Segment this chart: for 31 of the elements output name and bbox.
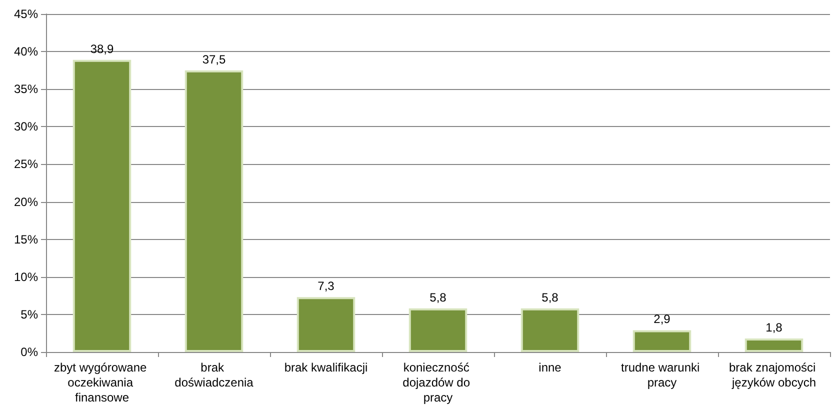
bar (184, 70, 244, 352)
bar (632, 330, 692, 352)
data-label: 5,8 (542, 290, 559, 304)
x-tick-label: konieczność dojazdów do pracy (402, 360, 474, 404)
y-tick-label: 25% (14, 157, 38, 172)
data-label: 7,3 (318, 279, 335, 294)
y-tick-label: 15% (14, 232, 38, 246)
data-label: 37,5 (202, 52, 226, 66)
bar (296, 297, 356, 352)
data-label: 2,9 (654, 312, 671, 326)
bar (72, 60, 132, 352)
data-label: 1,8 (766, 320, 783, 334)
y-tick-label: 5% (20, 307, 38, 322)
x-tick-label: inne (538, 360, 562, 374)
x-tick-label: brak znajomości języków obcych (728, 360, 820, 390)
y-tick-label: 20% (14, 194, 38, 209)
y-tick-label: 10% (14, 270, 38, 284)
data-label: 5,8 (430, 290, 447, 304)
y-tick-label: 35% (14, 82, 38, 96)
x-tick-label: trudne warunki pracy (620, 360, 704, 390)
x-tick-label: zbyt wygórowane oczekiwania finansowe (54, 360, 150, 404)
x-tick-label: brak kwalifikacji (284, 360, 368, 374)
bar (408, 308, 468, 352)
data-label: 38,9 (90, 42, 114, 56)
y-tick-label: 30% (14, 120, 38, 134)
x-tick-label: brak doświadczenia (174, 360, 254, 390)
y-tick-label: 40% (14, 44, 38, 59)
y-tick-label: 0% (20, 345, 38, 359)
y-tick-label: 45% (14, 7, 38, 21)
bar (744, 338, 804, 352)
bar (520, 308, 580, 352)
